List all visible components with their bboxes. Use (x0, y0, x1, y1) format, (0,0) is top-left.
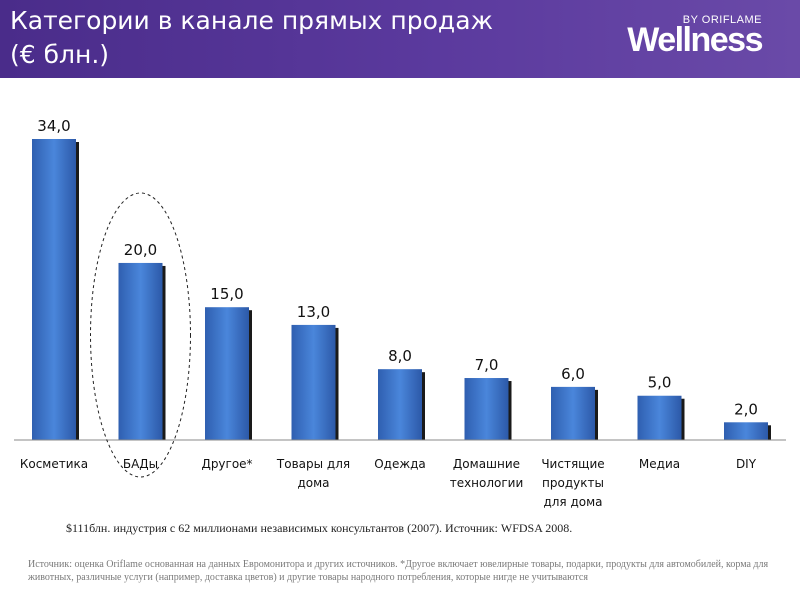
category-label: Медиа (639, 457, 680, 471)
bar (551, 386, 595, 440)
bars-group: 34,0 Косметика 20,0 БАДы 15,0 Другое* 13,0 Това… (20, 117, 771, 509)
bar (32, 139, 76, 440)
page-title: Категории в канале прямых продаж (€ блн.… (10, 6, 494, 69)
category-label: Домашние технологии (450, 457, 524, 490)
category-label: Косметика (20, 457, 88, 471)
category-label: БАДы (123, 457, 158, 471)
bar-value-label: 13,0 (297, 303, 330, 321)
brand-name-text: Wellness (627, 21, 763, 59)
bar-value-label: 15,0 (210, 285, 243, 303)
bar-value-label: 2,0 (734, 400, 758, 418)
bar (378, 369, 422, 440)
bar (637, 395, 682, 440)
category-label: Одежда (374, 457, 426, 471)
brand-by-text: BY ORIFLAME (682, 14, 762, 26)
bar (118, 262, 163, 440)
bar-value-label: 34,0 (37, 117, 70, 135)
bar (724, 422, 768, 440)
bar-value-label: 6,0 (561, 365, 585, 383)
bar-value-label: 20,0 (124, 241, 157, 259)
bar-value-label: 5,0 (648, 374, 672, 392)
category-label: Чистящие продукты для дома (541, 457, 604, 509)
bar-value-label: 8,0 (388, 347, 412, 365)
category-label: Товары для дома (276, 457, 350, 490)
bar (205, 307, 249, 440)
source-text: Источник: оценка Oriflame основанная на … (28, 559, 769, 583)
footnote-text: $111блн. индустрия с 62 миллионами незав… (66, 521, 573, 535)
bar-value-label: 7,0 (475, 356, 499, 374)
category-label: DIY (736, 457, 757, 471)
category-label: Другое* (201, 457, 252, 471)
brand-logo: BY ORIFLAME Wellness (627, 14, 763, 60)
header-banner: Категории в канале прямых продаж (€ блн.… (0, 0, 800, 78)
bar (464, 378, 509, 440)
highlight-ellipse (90, 192, 191, 478)
bar (291, 324, 336, 440)
